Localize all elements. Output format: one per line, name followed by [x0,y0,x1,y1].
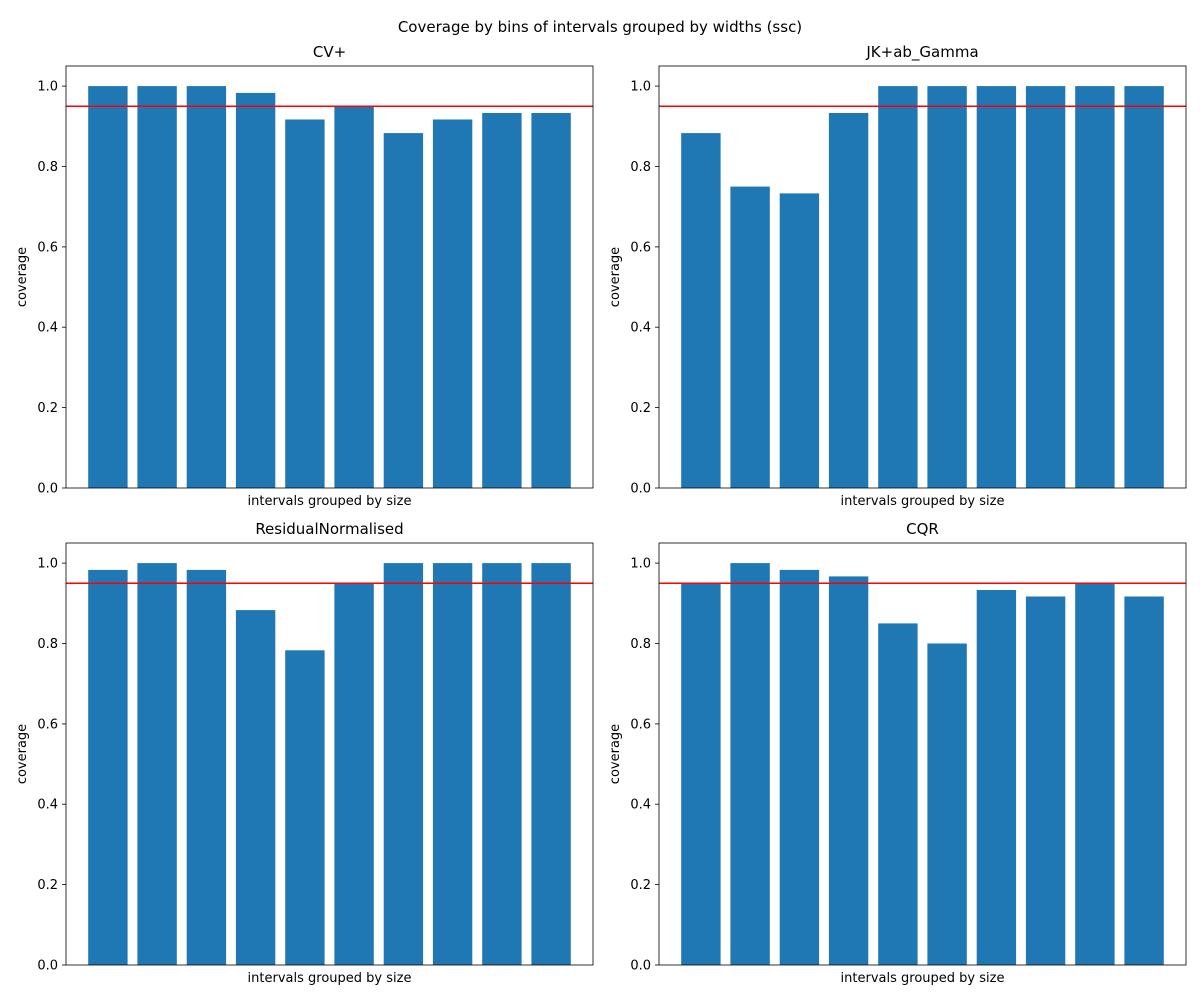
bar [878,623,918,965]
y-tick-label: 0.6 [630,240,651,255]
bar [779,193,820,488]
bar [1075,583,1115,965]
y-tick-label: 0.0 [630,482,651,497]
bar [334,106,374,488]
y-tick-label: 0.4 [37,321,58,336]
y-tick-label: 0.0 [37,482,58,497]
y-tick-label: 0.4 [630,798,651,813]
bar [1025,86,1066,488]
y-tick-label: 0.6 [630,717,651,732]
y-tick-label: 0.0 [630,959,651,974]
bar [235,92,276,489]
subplot-title: ResidualNormalised [255,520,403,538]
y-tick-label: 0.8 [630,160,651,175]
bar [1124,596,1164,965]
y-tick-label: 0.2 [630,401,651,416]
y-tick-label: 0.0 [37,959,58,974]
bar [88,569,128,965]
bar [927,86,967,488]
y-tick-label: 0.2 [37,401,58,416]
bar [730,563,770,965]
subplot-title: JK+ab_Gamma [865,43,978,62]
bar [285,650,325,965]
y-tick-label: 0.4 [37,798,58,813]
bar [432,563,473,965]
bar [976,590,1017,965]
bar [976,86,1017,488]
bar [681,583,721,965]
y-axis-label: coverage [608,724,623,784]
bar [828,576,869,965]
subplot-jk-ab-gamma: JK+ab_Gamma intervals grouped by size co… [608,43,1187,509]
y-tick-label: 0.4 [630,321,651,336]
bar [383,563,424,965]
bar [779,569,820,965]
bar [432,119,473,488]
bar-series [681,563,1164,965]
subplot-residual-normalised: ResidualNormalised intervals grouped by … [15,520,594,986]
bar [285,119,325,488]
subplot-title: CQR [906,520,939,538]
bar [334,583,374,965]
y-axis-ticks: 0.0 0.2 0.4 0.6 0.8 1.0 [37,557,58,974]
bar [383,133,424,488]
subplot-cv-plus: CV+ intervals grouped by size coverage 0… [15,43,594,509]
bar [137,86,177,488]
y-tick-label: 0.8 [37,160,58,175]
y-tick-label: 0.2 [37,878,58,893]
bar [878,86,918,488]
y-tick-label: 0.6 [37,717,58,732]
axes-frame [65,65,594,489]
bar [186,86,227,488]
axes-frame [658,542,1187,966]
bar [482,113,522,488]
bar [137,563,177,965]
y-axis-label: coverage [15,724,30,784]
x-axis-label: intervals grouped by size [248,494,412,509]
bar [927,643,967,965]
bar [1124,86,1164,488]
y-axis-label: coverage [15,247,30,307]
y-tick-label: 1.0 [630,80,651,95]
y-tick-label: 1.0 [630,557,651,572]
x-axis-label: intervals grouped by size [841,494,1005,509]
bar [828,113,869,488]
y-axis-ticks: 0.0 0.2 0.4 0.6 0.8 1.0 [630,80,651,497]
bar [730,186,770,488]
bar [531,113,571,488]
x-axis-label: intervals grouped by size [248,971,412,986]
figure-title: Coverage by bins of intervals grouped by… [398,18,802,36]
subplot-cqr: CQR intervals grouped by size coverage 0… [608,520,1187,986]
y-tick-label: 0.6 [37,240,58,255]
axes-frame [65,542,594,966]
bar [482,563,522,965]
y-tick-label: 1.0 [37,80,58,95]
bar [235,610,276,965]
y-tick-label: 0.8 [37,637,58,652]
y-axis-label: coverage [608,247,623,307]
bar [186,569,227,965]
bar-series [681,86,1164,488]
y-tick-label: 0.2 [630,878,651,893]
bar-series [88,563,571,965]
axes-frame [658,65,1187,489]
y-tick-label: 0.8 [630,637,651,652]
bar [88,86,128,488]
subplot-title: CV+ [313,43,346,61]
bar [531,563,571,965]
x-axis-label: intervals grouped by size [841,971,1005,986]
bar [1075,86,1115,488]
bar [1025,596,1066,965]
y-tick-label: 1.0 [37,557,58,572]
bar-series [88,86,571,489]
y-axis-ticks: 0.0 0.2 0.4 0.6 0.8 1.0 [37,80,58,497]
y-axis-ticks: 0.0 0.2 0.4 0.6 0.8 1.0 [630,557,651,974]
bar [681,133,721,488]
